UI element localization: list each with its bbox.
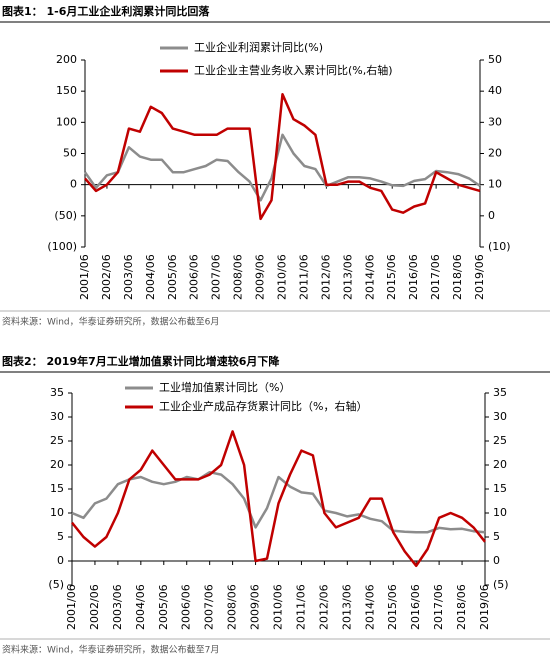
x-tick-label: 2013/06 — [341, 254, 354, 300]
series-line — [71, 430, 486, 568]
y-tick-label: 20 — [50, 458, 64, 471]
chart-title: 图表2： 2019年7月工业增加值累计同比增速较6月下降 — [2, 354, 280, 368]
y2-tick-label: 15 — [493, 482, 507, 495]
x-tick-label: 2011/06 — [297, 254, 310, 300]
y2-tick-label: 10 — [488, 178, 502, 191]
series-line — [84, 93, 481, 221]
x-tick-label: 2001/06 — [78, 254, 91, 300]
x-tick-label: 2006/06 — [188, 254, 201, 300]
series-line — [83, 133, 481, 202]
y-tick-label: 30 — [50, 410, 64, 423]
x-tick-label: 2009/06 — [249, 584, 262, 630]
x-tick-label: 2003/06 — [122, 254, 135, 300]
x-tick-label: 2004/06 — [134, 584, 147, 630]
y2-tick-label: 50 — [488, 53, 502, 66]
y-tick-label: 10 — [50, 506, 64, 519]
y2-tick-label: 5 — [493, 530, 500, 543]
chart: 图表1： 1-6月工业企业利润累计同比回落资料来源：Wind，华泰证券研究所，数… — [0, 4, 550, 328]
y2-tick-label: 20 — [488, 147, 502, 160]
x-tick-label: 2019/06 — [478, 584, 491, 630]
x-tick-label: 2008/06 — [232, 254, 245, 300]
y-tick-label: 100 — [56, 115, 77, 128]
x-tick-label: 2017/06 — [432, 584, 445, 630]
x-tick-label: 2005/06 — [166, 254, 179, 300]
x-tick-label: 2012/06 — [317, 584, 330, 630]
y-tick-label: 25 — [50, 434, 64, 447]
x-tick-label: 2019/06 — [473, 254, 486, 300]
x-tick-label: 2003/06 — [111, 584, 124, 630]
x-tick-label: 2002/06 — [88, 584, 101, 630]
x-tick-label: 2010/06 — [272, 584, 285, 630]
legend-label: 工业企业主营业务收入累计同比(%,右轴) — [194, 63, 393, 77]
x-tick-label: 2008/06 — [226, 584, 239, 630]
y2-tick-label: 35 — [493, 386, 507, 399]
chart-title: 图表1： 1-6月工业企业利润累计同比回落 — [2, 4, 210, 18]
y2-tick-label: (10) — [488, 240, 511, 253]
y2-tick-label: (5) — [493, 578, 509, 591]
x-tick-label: 2007/06 — [203, 584, 216, 630]
x-tick-label: 2006/06 — [180, 584, 193, 630]
y-tick-label: 200 — [56, 53, 77, 66]
x-tick-label: 2018/06 — [455, 584, 468, 630]
chart: 图表2： 2019年7月工业增加值累计同比增速较6月下降资料来源：Wind，华泰… — [0, 354, 550, 656]
x-tick-label: 2017/06 — [429, 254, 442, 300]
y2-tick-label: 0 — [493, 554, 500, 567]
x-tick-label: 2014/06 — [363, 254, 376, 300]
y2-tick-label: 0 — [488, 209, 495, 222]
x-tick-label: 2010/06 — [276, 254, 289, 300]
y2-tick-label: 25 — [493, 434, 507, 447]
y2-tick-label: 30 — [493, 410, 507, 423]
y2-tick-label: 10 — [493, 506, 507, 519]
y-tick-label: 0 — [57, 554, 64, 567]
x-tick-label: 2001/06 — [65, 584, 78, 630]
x-tick-label: 2011/06 — [294, 584, 307, 630]
source: 资料来源：Wind，华泰证券研究所，数据公布截至6月 — [2, 316, 219, 328]
legend-label: 工业企业产成品存货累计同比（%，右轴） — [159, 399, 367, 413]
y-tick-label: 15 — [50, 482, 64, 495]
y2-tick-label: 30 — [488, 115, 502, 128]
x-tick-label: 2014/06 — [363, 584, 376, 630]
x-tick-label: 2004/06 — [144, 254, 157, 300]
x-tick-label: 2007/06 — [210, 254, 223, 300]
y-tick-label: 35 — [50, 386, 64, 399]
x-tick-label: 2015/06 — [385, 254, 398, 300]
y-tick-label: (50) — [54, 209, 77, 222]
legend-label: 工业企业利润累计同比(%) — [194, 40, 323, 54]
x-tick-label: 2016/06 — [407, 254, 420, 300]
x-tick-label: 2013/06 — [340, 584, 353, 630]
series-line — [71, 470, 486, 534]
x-tick-label: 2016/06 — [409, 584, 422, 630]
y-tick-label: (100) — [47, 240, 77, 253]
x-tick-label: 2012/06 — [319, 254, 332, 300]
y-tick-label: 50 — [63, 147, 77, 160]
x-tick-label: 2009/06 — [254, 254, 267, 300]
y-tick-label: 0 — [70, 178, 77, 191]
y-tick-label: 150 — [56, 84, 77, 97]
y-tick-label: (5) — [48, 578, 64, 591]
y2-tick-label: 20 — [493, 458, 507, 471]
x-tick-label: 2015/06 — [386, 584, 399, 630]
x-tick-label: 2002/06 — [100, 254, 113, 300]
x-tick-label: 2018/06 — [451, 254, 464, 300]
legend-label: 工业增加值累计同比（%） — [159, 380, 290, 394]
source: 资料来源：Wind，华泰证券研究所，数据公布截至7月 — [2, 644, 219, 656]
y2-tick-label: 40 — [488, 84, 502, 97]
x-tick-label: 2005/06 — [157, 584, 170, 630]
y-tick-label: 5 — [57, 530, 64, 543]
